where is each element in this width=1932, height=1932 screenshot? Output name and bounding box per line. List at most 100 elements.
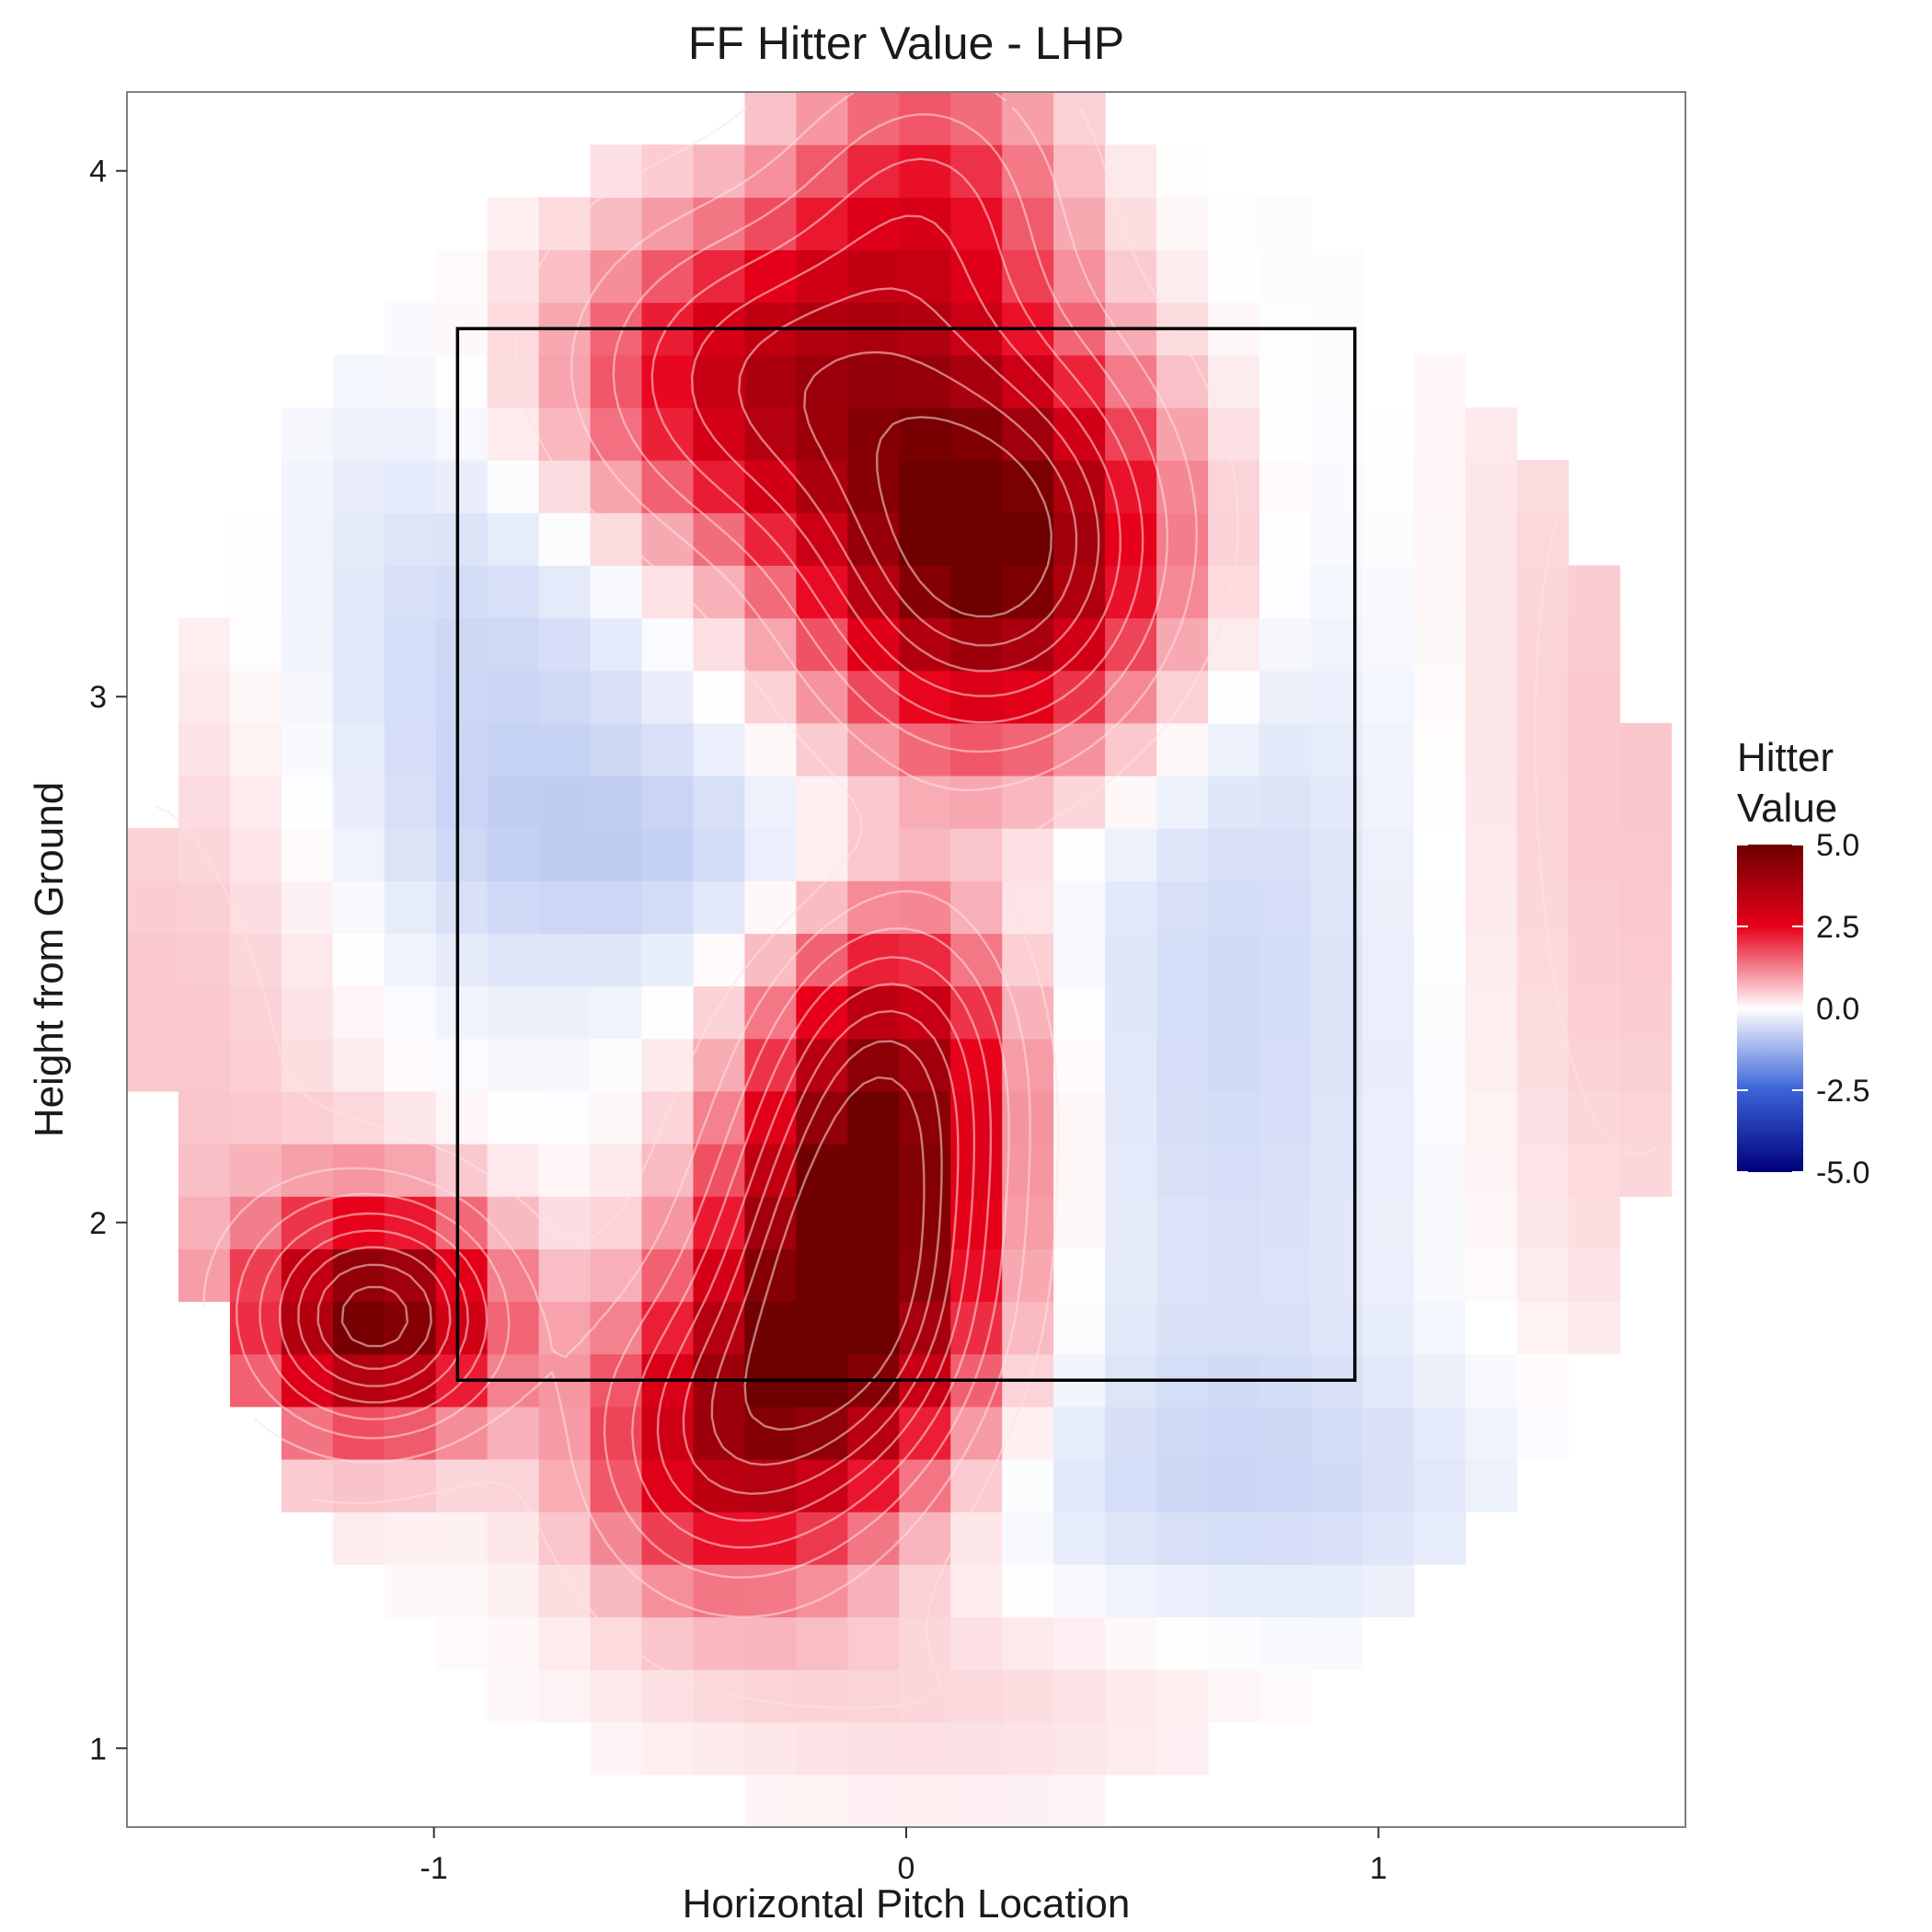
heatmap-cell [384, 1196, 437, 1249]
heatmap-cell [281, 933, 334, 987]
heatmap-cell [538, 1564, 592, 1617]
heatmap-cell [1053, 1406, 1106, 1460]
heatmap-cell [899, 775, 951, 829]
heatmap-cell [487, 670, 540, 724]
heatmap-cell [950, 1038, 1003, 1092]
heatmap-cell [281, 1090, 334, 1144]
heatmap-cell [1465, 880, 1518, 935]
heatmap-cell [744, 933, 797, 987]
heatmap-cell [1465, 828, 1518, 881]
heatmap-cell [1310, 249, 1363, 304]
heatmap-cell [435, 407, 489, 461]
heatmap-cell [950, 1616, 1003, 1671]
heatmap-cell [1413, 1144, 1466, 1197]
heatmap-cell [1156, 1458, 1209, 1512]
heatmap-cell [1053, 933, 1106, 987]
heatmap-cell [281, 1301, 334, 1355]
heatmap-cell [538, 354, 592, 408]
heatmap-cell [744, 1616, 797, 1671]
heatmap-cell [1053, 722, 1106, 776]
contour-line [155, 107, 1658, 1709]
heatmap-cell [899, 1669, 951, 1723]
strike-zone [455, 327, 1357, 1382]
contour-line [340, 416, 1052, 1432]
heatmap-cell [1002, 512, 1054, 566]
heatmap-cell [1465, 1196, 1518, 1249]
heatmap-cell [847, 617, 900, 672]
heatmap-cell [1259, 1248, 1312, 1303]
heatmap-cell [1362, 617, 1415, 672]
heatmap-cell [538, 880, 592, 935]
heatmap-cell [1465, 1458, 1518, 1512]
heatmap-cell [1208, 722, 1260, 776]
heatmap-cell [1310, 1616, 1363, 1671]
heatmap-cell [899, 1721, 951, 1776]
heatmap-cell [538, 1458, 592, 1512]
heatmap-cell [847, 722, 900, 776]
heatmap-cell [1362, 512, 1415, 566]
heatmap-cell [1053, 1564, 1106, 1617]
heatmap-cell [178, 1090, 231, 1144]
heatmap-cell [1002, 1512, 1054, 1565]
heatmap-cell [1413, 1301, 1466, 1355]
heatmap-cell [744, 775, 797, 829]
x-tick-label: 1 [1370, 1851, 1387, 1886]
heatmap-cell [950, 354, 1003, 408]
heatmap-cell [178, 775, 231, 829]
heatmap-cell [1156, 1721, 1209, 1776]
heatmap-cell [1465, 565, 1518, 619]
heatmap-cell [1053, 1248, 1106, 1303]
heatmap-cell [1465, 722, 1518, 776]
heatmap-cell [1619, 880, 1673, 935]
heatmap-cell [847, 1144, 900, 1197]
heatmap-cell [1002, 1616, 1054, 1671]
heatmap-cell [796, 1248, 848, 1303]
heatmap-cell [1208, 407, 1260, 461]
heatmap-cell [847, 1721, 900, 1776]
heatmap-cell [435, 670, 489, 724]
heatmap-cell [590, 1196, 643, 1249]
contour-line [279, 214, 1121, 1522]
heatmap-cell [1105, 1090, 1157, 1144]
heatmap-cell [229, 722, 282, 776]
heatmap-cells [127, 92, 1673, 1827]
heatmap-cell [1619, 1038, 1673, 1092]
heatmap-cell [1568, 933, 1621, 987]
heatmap-cell [538, 1144, 592, 1197]
heatmap-cell [1413, 617, 1466, 672]
heatmap-cell [1053, 1301, 1106, 1355]
heatmap-cell [178, 617, 231, 672]
heatmap-cell [950, 933, 1003, 987]
heatmap-cell [384, 617, 437, 672]
heatmap-cell [487, 828, 540, 881]
heatmap-cell [1105, 670, 1157, 724]
heatmap-cell [1053, 1721, 1106, 1776]
heatmap-cell [1516, 460, 1570, 513]
heatmap-cell [1156, 1512, 1209, 1565]
heatmap-cell [1053, 1458, 1106, 1512]
heatmap-cell [693, 1301, 746, 1355]
heatmap-cell [1105, 144, 1157, 198]
heatmap-cell [487, 1458, 540, 1512]
heatmap-cell [127, 828, 179, 881]
heatmap-cell [487, 512, 540, 566]
heatmap-cell [127, 1038, 179, 1092]
heatmap-cell [744, 1144, 797, 1197]
heatmap-cell [487, 722, 540, 776]
heatmap-cell [1105, 933, 1157, 987]
heatmap-cell [1208, 1196, 1260, 1249]
heatmap-cell [281, 880, 334, 935]
heatmap-cell [1105, 1406, 1157, 1460]
heatmap-cell [693, 144, 746, 198]
heatmap-cell [1413, 933, 1466, 987]
heatmap-cell [641, 985, 695, 1040]
heatmap-cell [1208, 670, 1260, 724]
heatmap-cell [1362, 1353, 1415, 1408]
x-axis-ticks: -1 0 1 [420, 1827, 1387, 1886]
heatmap-cell [1465, 1248, 1518, 1303]
heatmap-cell [1362, 1248, 1415, 1303]
heatmap-cell [384, 407, 437, 461]
heatmap-cell [693, 617, 746, 672]
heatmap-cell [847, 1090, 900, 1144]
heatmap-cell [487, 249, 540, 304]
